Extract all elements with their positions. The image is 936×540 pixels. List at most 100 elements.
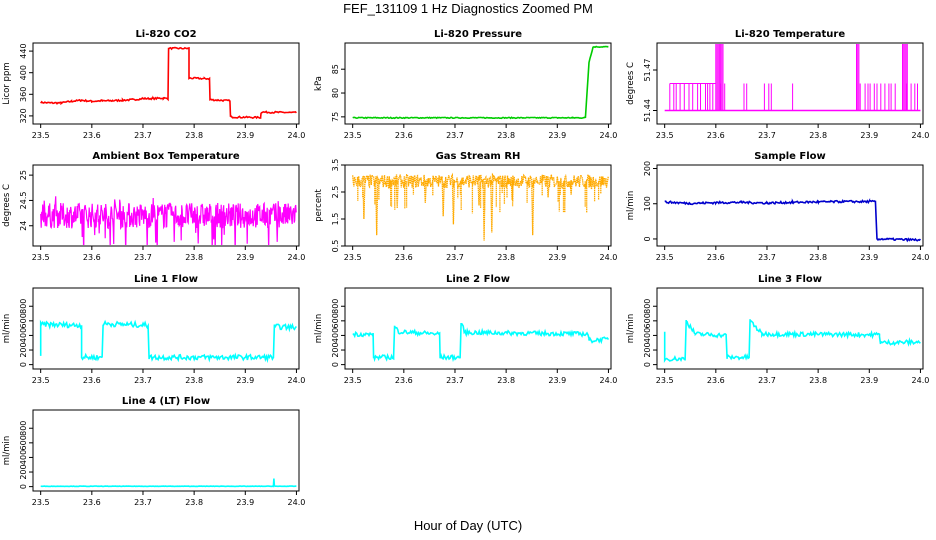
x-axis-caption: Hour of Day (UTC) (413, 518, 523, 533)
panel-licor_temp: Li-820 Temperature 23.5 23.6 23.7 23.8 23.9 24… (626, 29, 929, 140)
x-tick-label: 23.7 (446, 131, 464, 140)
y-axis-label: ml/min (314, 314, 324, 344)
y-axis-label: Licor ppm (2, 62, 12, 104)
y-tick-label: 0 (19, 484, 28, 489)
panel-co2: Li-820 CO2 23.5 23.6 23.7 23.8 23.9 24.0 320 360… (2, 29, 305, 140)
x-tick-label: 24.0 (600, 253, 618, 262)
series-line1 (39, 319, 297, 364)
y-tick-label: 2.5 (331, 186, 340, 199)
x-tick-label: 23.5 (344, 131, 362, 140)
y-tick-label: 3.5 (331, 159, 340, 172)
x-tick-label: 23.6 (395, 253, 413, 262)
y-tick-label: 200 (643, 342, 652, 357)
x-tick-label: 23.5 (32, 131, 50, 140)
x-tick-label: 23.6 (83, 253, 101, 262)
x-tick-label: 24.0 (912, 131, 930, 140)
x-tick-label: 23.5 (344, 253, 362, 262)
x-tick-label: 23.8 (497, 253, 515, 262)
panel-pressure: Li-820 Pressure 23.5 23.6 23.7 23.8 23.9 24.0 7… (314, 29, 617, 140)
panel-line4: Line 4 (LT) Flow 23.5 23.6 23.7 23.8 23.9 24.0… (2, 396, 305, 507)
panel-line1: Line 1 Flow 23.5 23.6 23.7 23.8 23.9 24.0 0 2004… (2, 274, 305, 385)
series-line2 (352, 322, 610, 363)
x-tick-label: 23.7 (134, 131, 152, 140)
x-tick-label: 23.9 (236, 498, 254, 507)
data-line (663, 319, 921, 364)
x-tick-label: 23.7 (758, 131, 776, 140)
data-line (40, 46, 297, 120)
plot-frame (656, 42, 924, 125)
panel-title: Sample Flow (754, 151, 826, 162)
x-tick-label: 23.9 (548, 376, 566, 385)
x-tick-label: 23.5 (32, 253, 50, 262)
y-tick-label: 75 (331, 112, 340, 122)
x-tick-label: 23.7 (758, 253, 776, 262)
data-line (352, 322, 610, 363)
y-tick-label: 600 (19, 435, 28, 450)
panel-title: Line 3 Flow (758, 274, 822, 285)
x-tick-label: 24.0 (288, 253, 306, 262)
y-tick-label: 0 (331, 362, 340, 367)
panel-title: Li-820 Pressure (434, 29, 522, 40)
y-tick-label: 400 (643, 328, 652, 343)
x-tick-label: 23.8 (185, 253, 203, 262)
x-tick-label: 23.6 (83, 376, 101, 385)
y-tick-label: 0 (643, 362, 652, 367)
x-tick-label: 23.9 (548, 131, 566, 140)
x-tick-label: 23.6 (83, 131, 101, 140)
y-tick-label: 24.5 (19, 192, 28, 210)
series-rh (352, 172, 609, 241)
y-tick-label: 85 (331, 64, 340, 74)
x-tick-label: 23.9 (236, 131, 254, 140)
panel-title: Line 2 Flow (446, 274, 510, 285)
panel-line3: Line 3 Flow 23.5 23.6 23.7 23.8 23.9 24.0 0 2004… (626, 274, 929, 385)
y-tick-label: 800 (331, 299, 340, 314)
y-tick-label: 51.47 (643, 59, 652, 82)
y-tick-label: 600 (331, 313, 340, 328)
x-tick-label: 23.6 (395, 131, 413, 140)
x-tick-label: 23.5 (344, 376, 362, 385)
y-tick-label: 80 (331, 88, 340, 98)
panel-line2: Line 2 Flow 23.5 23.6 23.7 23.8 23.9 24.0 0 2004… (314, 274, 617, 385)
y-tick-label: 51.44 (643, 99, 652, 122)
x-tick-label: 23.7 (446, 253, 464, 262)
series-licor_temp (664, 44, 921, 112)
data-line (39, 319, 297, 364)
y-tick-label: 0.5 (331, 240, 340, 253)
x-tick-label: 23.8 (497, 376, 515, 385)
plot-frame (344, 42, 612, 125)
plot-frame (656, 287, 924, 370)
y-tick-label: 1.5 (331, 213, 340, 226)
x-tick-label: 23.7 (446, 376, 464, 385)
y-axis-label: ml/min (2, 436, 12, 466)
y-tick-label: 400 (19, 65, 28, 80)
plot-frame (32, 164, 300, 247)
y-tick-label: 200 (331, 342, 340, 357)
data-line (664, 197, 922, 243)
x-tick-label: 23.9 (236, 376, 254, 385)
plot-frame (656, 164, 924, 247)
y-tick-label: 800 (19, 299, 28, 314)
x-tick-label: 23.6 (707, 376, 725, 385)
x-tick-label: 23.5 (656, 131, 674, 140)
panel-title: Ambient Box Temperature (92, 151, 239, 162)
panel-title: Gas Stream RH (436, 151, 521, 162)
panel-title: Line 1 Flow (134, 274, 198, 285)
x-tick-label: 24.0 (912, 376, 930, 385)
series-line4 (40, 478, 297, 488)
series-pressure (352, 45, 609, 120)
x-tick-label: 23.9 (860, 253, 878, 262)
x-tick-label: 24.0 (600, 376, 618, 385)
panel-title: Li-820 CO2 (135, 29, 196, 40)
x-tick-label: 23.8 (185, 498, 203, 507)
x-tick-label: 23.5 (656, 253, 674, 262)
y-axis-label: degrees C (2, 184, 12, 227)
data-line (352, 45, 609, 120)
x-tick-label: 24.0 (600, 131, 618, 140)
plot-frame (344, 164, 612, 247)
x-tick-label: 23.6 (707, 253, 725, 262)
x-tick-label: 23.8 (497, 131, 515, 140)
panel-title: Line 4 (LT) Flow (122, 396, 210, 407)
y-tick-label: 0 (19, 362, 28, 367)
x-tick-label: 23.8 (185, 376, 203, 385)
